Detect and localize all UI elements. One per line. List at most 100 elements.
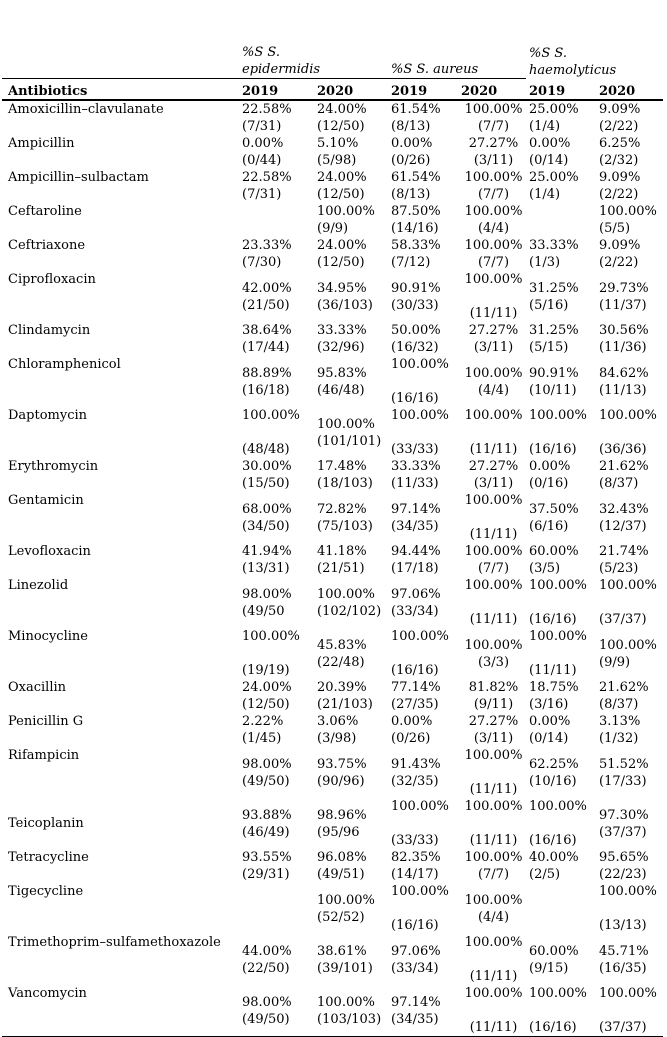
percent-value: 100.00% [391, 629, 449, 644]
percent-value: 22.58% [242, 102, 292, 117]
percent-value: 9.09% [599, 170, 641, 185]
percent-value: 87.50% [391, 204, 441, 219]
data-cell: 9.09% (2/22) [596, 169, 663, 203]
fraction-value: (11/11) [529, 663, 577, 678]
percent-value: 45.71% [599, 943, 649, 959]
data-cell: 3.06% (3/98) [314, 713, 388, 747]
percent-value: 41.18% [317, 544, 367, 559]
antibiotic-name: Trimethoprim–sulfamethoxazole [8, 935, 221, 950]
percent-value: 34.95% [317, 280, 367, 296]
percent-value: 100.00% [464, 544, 523, 559]
table-row: Erythromycin 30.00% (15/50) 17.48% (18/103) 3… [2, 458, 663, 492]
fraction-value: (30/33) [391, 297, 439, 313]
data-cell: 3.13% (1/32) [596, 713, 663, 747]
data-cell: 34.95% (36/103) [314, 271, 388, 322]
antibiotic-name-cell: Ampicillin [2, 135, 239, 169]
percent-value: 77.14% [391, 680, 441, 695]
group-header-row: %S S. epidermidis %S S. aureus %S S. hae… [2, 44, 663, 79]
data-cell: 33.33% (1/3) [526, 237, 596, 271]
fraction-value: (11/11) [469, 833, 518, 848]
data-cell: 45.83% (22/48) [314, 628, 388, 679]
fraction-value: (103/103) [317, 1011, 382, 1027]
data-cell: 41.18% (21/51) [314, 543, 388, 577]
table-row: Ampicillin–sulbactam 22.58% (7/31) 24.00% (1… [2, 169, 663, 203]
percent-value: 22.58% [242, 170, 292, 185]
percent-value: 0.00% [391, 136, 433, 151]
data-cell: 90.91% (10/11) [526, 356, 596, 407]
data-cell: 100.00% (101/101) [314, 407, 388, 458]
percent-value: 100.00% [317, 994, 375, 1010]
antibiotic-name: Ampicillin–sulbactam [8, 170, 149, 185]
table-row: Amoxicillin–clavulanate 22.58% (7/31) 24.00… [2, 100, 663, 135]
data-cell: 68.00% (34/50) [239, 492, 314, 543]
group-header-spacer [2, 44, 239, 79]
data-cell: 100.00% (4/4) [458, 203, 526, 237]
percent-value: 30.00% [242, 459, 292, 474]
fraction-value: (16/35) [599, 960, 647, 976]
percent-value: 24.00% [317, 238, 367, 253]
data-cell: 41.94% (13/31) [239, 543, 314, 577]
fraction-value: (0/26) [391, 153, 431, 168]
percent-value: 98.00% [242, 586, 292, 602]
data-cell: 100.00% (37/37) [596, 985, 663, 1037]
fraction-value: (16/16) [529, 833, 577, 848]
fraction-value: (11/11) [469, 782, 518, 797]
fraction-value: (2/22) [599, 187, 639, 202]
antibiotic-name: Ceftriaxone [8, 238, 86, 253]
data-cell: 100.00% (7/7) [458, 100, 526, 135]
percent-value: 100.00% [529, 629, 587, 644]
fraction-value: (3/11) [473, 340, 514, 355]
fraction-value: (95/96 [317, 824, 360, 840]
data-cell: 61.54% (8/13) [388, 169, 458, 203]
data-cell: 100.00% (5/5) [596, 203, 663, 237]
data-cell: 6.25% (2/32) [596, 135, 663, 169]
table-row: Ampicillin 0.00% (0/44) 5.10% (5/98) 0.00% (0/… [2, 135, 663, 169]
data-cell: 100.00% (4/4) [458, 883, 526, 934]
fraction-value: (8/13) [391, 187, 431, 202]
fraction-value: (75/103) [317, 518, 373, 534]
data-cell: 24.00% (12/50) [314, 237, 388, 271]
percent-value: 97.14% [391, 994, 441, 1010]
data-cell: 45.71% (16/35) [596, 934, 663, 985]
antibiotic-name: Rifampicin [8, 748, 80, 763]
fraction-value: (12/50) [317, 119, 365, 134]
fraction-value: (18/103) [317, 476, 373, 491]
data-cell: 61.54% (8/13) [388, 100, 458, 135]
percent-value: 42.00% [242, 280, 292, 296]
fraction-value: (16/18) [242, 382, 290, 398]
fraction-value: (10/11) [529, 382, 577, 398]
data-cell [239, 883, 314, 934]
data-cell: 29.73% (11/37) [596, 271, 663, 322]
year-header: 2019 [526, 78, 596, 101]
percent-value: 100.00% [464, 408, 523, 423]
fraction-value: (14/16) [391, 221, 439, 236]
percent-value: 100.00% [464, 935, 523, 950]
data-cell: 25.00% (1/4) [526, 169, 596, 203]
table-row: Tetracycline 93.55% (29/31) 96.08% (49/51) 82… [2, 849, 663, 883]
data-cell: 100.00% (3/3) [458, 628, 526, 679]
percent-value: 100.00% [529, 799, 587, 814]
data-cell: 100.00% (16/16) [526, 577, 596, 628]
percent-value: 100.00% [464, 799, 523, 814]
percent-value: 61.54% [391, 102, 441, 117]
fraction-value: (21/103) [317, 697, 373, 712]
fraction-value: (6/16) [529, 518, 569, 534]
fraction-value: (14/17) [391, 867, 439, 882]
data-cell: 87.50% (14/16) [388, 203, 458, 237]
fraction-value: (5/15) [529, 340, 569, 355]
data-cell: 97.06% (33/34) [388, 577, 458, 628]
percent-value: 100.00% [464, 204, 523, 219]
year-header: 2020 [314, 78, 388, 101]
data-cell: 100.00% (11/11) [526, 628, 596, 679]
percent-value: 88.89% [242, 365, 292, 381]
data-cell: 100.00% (19/19) [239, 628, 314, 679]
fraction-value: (16/32) [391, 340, 439, 355]
percent-value: 18.75% [529, 680, 579, 695]
percent-value: 41.94% [242, 544, 292, 559]
fraction-value: (9/11) [473, 697, 514, 712]
table-row: Daptomycin 100.00% (48/48) 100.00% (101/101)… [2, 407, 663, 458]
fraction-value: (29/31) [242, 867, 290, 882]
fraction-value: (33/34) [391, 960, 439, 976]
data-cell: 100.00% (4/4) [458, 356, 526, 407]
data-cell: 33.33% (11/33) [388, 458, 458, 492]
